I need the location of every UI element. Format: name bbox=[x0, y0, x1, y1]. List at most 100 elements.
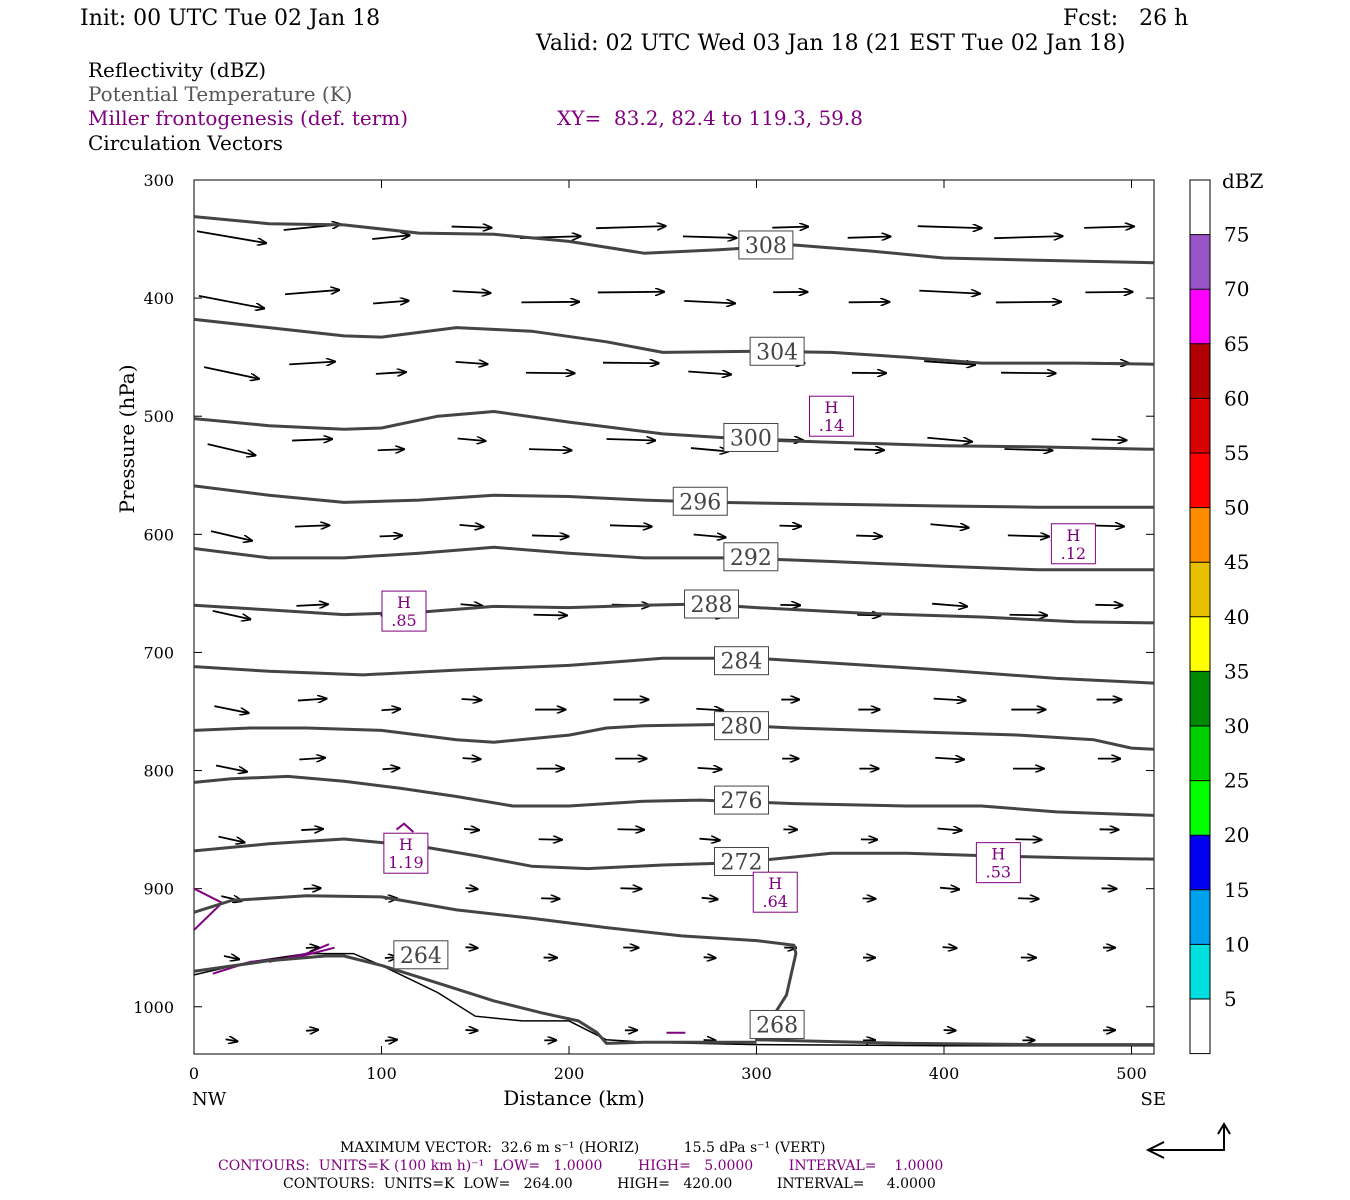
isentrope-label: 264 bbox=[400, 944, 442, 969]
circulation-vector bbox=[856, 536, 882, 537]
circulation-vector bbox=[225, 1039, 238, 1041]
circulation-vector bbox=[596, 226, 666, 228]
circulation-vector bbox=[779, 526, 801, 527]
isentrope-label-box bbox=[684, 589, 739, 619]
colorbar-level-label: 65 bbox=[1224, 332, 1249, 356]
isentrope-label: 292 bbox=[730, 546, 772, 571]
field-potential-temperature: Potential Temperature (K) bbox=[88, 82, 353, 106]
circulation-vector bbox=[688, 371, 731, 374]
circulation-vector bbox=[455, 362, 488, 364]
circulation-vector bbox=[294, 525, 329, 526]
colorbar-segment bbox=[1190, 616, 1210, 672]
circulation-vector bbox=[935, 758, 964, 760]
isentrope-label-box bbox=[738, 230, 794, 260]
frontogenesis-max-value: .53 bbox=[986, 863, 1011, 882]
circulation-vector bbox=[306, 1030, 318, 1031]
frontogenesis-max-box bbox=[383, 832, 429, 874]
isentrope-label-box bbox=[723, 422, 779, 452]
circulation-vector bbox=[924, 361, 975, 365]
circulation-vector bbox=[1001, 373, 1056, 374]
circulation-vector bbox=[697, 768, 722, 769]
circulation-vector bbox=[452, 291, 491, 293]
circulation-vector bbox=[212, 610, 251, 619]
isentrope-label: 268 bbox=[756, 1013, 798, 1038]
colorbar-segment bbox=[1190, 289, 1210, 344]
frontogenesis-contour bbox=[395, 822, 415, 833]
circulation-vector bbox=[465, 888, 478, 889]
colorbar-level-label: 55 bbox=[1224, 441, 1249, 465]
colorbar-segment bbox=[1190, 726, 1210, 781]
colorbar-segment bbox=[1190, 507, 1210, 563]
isentrope-label: 280 bbox=[721, 715, 763, 740]
isentrope-line-280 bbox=[194, 723, 1154, 751]
circulation-vector bbox=[541, 898, 559, 899]
circulation-vector bbox=[693, 535, 726, 538]
circulation-vector bbox=[684, 301, 735, 304]
colorbar-level-label: 30 bbox=[1224, 714, 1249, 738]
y-tick-label: 1000 bbox=[133, 998, 174, 1017]
circulation-vector bbox=[462, 758, 481, 759]
isentrope-label-box bbox=[714, 846, 769, 876]
plot-frame bbox=[193, 179, 1155, 1055]
circulation-vector bbox=[603, 363, 659, 364]
isentrope-label: 308 bbox=[745, 234, 787, 259]
init-time: Init: 00 UTC Tue 02 Jan 18 bbox=[80, 6, 381, 31]
x-tick-label: 400 bbox=[929, 1064, 960, 1083]
isentrope-line-292 bbox=[194, 545, 1154, 572]
circulation-vector bbox=[701, 898, 718, 899]
circulation-vector bbox=[606, 439, 656, 440]
frontogenesis-max-marker: H bbox=[1066, 526, 1080, 545]
circulation-vector bbox=[847, 237, 891, 238]
circulation-vector bbox=[1084, 226, 1134, 227]
y-tick-label: 700 bbox=[143, 643, 174, 662]
circulation-vector bbox=[854, 449, 884, 450]
circulation-vector bbox=[682, 236, 736, 238]
colorbar-level-label: 45 bbox=[1224, 550, 1249, 574]
circulation-vector bbox=[690, 448, 728, 451]
y-tick-label: 500 bbox=[143, 407, 174, 426]
colorbar-segment bbox=[1190, 889, 1210, 945]
circulation-vector bbox=[1091, 439, 1127, 440]
circulation-vector bbox=[994, 236, 1062, 238]
forecast-hour: Fcst: 26 h bbox=[1063, 6, 1189, 31]
colorbar-level-label: 5 bbox=[1224, 987, 1237, 1011]
circulation-vector bbox=[597, 292, 664, 293]
circulation-vector bbox=[384, 1040, 397, 1041]
colorbar-segment bbox=[1190, 671, 1210, 726]
circulation-vector bbox=[620, 888, 641, 889]
isentrope-label-box bbox=[714, 785, 769, 815]
circulation-vector bbox=[210, 530, 252, 541]
frontogenesis-max-marker: H bbox=[991, 845, 1005, 864]
circulation-vector bbox=[930, 524, 969, 527]
circulation-vector bbox=[382, 768, 399, 769]
field-reflectivity: Reflectivity (dBZ) bbox=[88, 58, 267, 82]
x-tick-label: 500 bbox=[1116, 1064, 1147, 1083]
isentrope-label-box bbox=[393, 940, 449, 970]
circulation-vector bbox=[1007, 535, 1049, 536]
circulation-vector bbox=[289, 362, 335, 365]
circulation-vector bbox=[196, 230, 266, 243]
circulation-vector bbox=[1004, 449, 1052, 450]
isentrope-label: 284 bbox=[721, 650, 763, 675]
y-tick-label: 600 bbox=[143, 525, 174, 544]
colorbar-level-label: 15 bbox=[1224, 878, 1249, 902]
isentrope-line-276 bbox=[194, 774, 1154, 817]
isentrope-line-272 bbox=[194, 837, 1154, 871]
frontogenesis-max-marker: H bbox=[399, 835, 413, 854]
isentrope-label: 304 bbox=[756, 340, 798, 365]
circulation-vector bbox=[301, 829, 323, 830]
circulation-vector bbox=[377, 449, 404, 450]
circulation-vector bbox=[1009, 615, 1048, 616]
circulation-vector bbox=[609, 525, 652, 526]
field-circulation-vectors: Circulation Vectors bbox=[88, 131, 283, 155]
isentrope-line-288 bbox=[194, 602, 1154, 625]
isentrope-line-268 bbox=[194, 894, 1154, 1047]
circulation-vector bbox=[451, 227, 492, 228]
colorbar-level-label: 70 bbox=[1224, 277, 1249, 301]
circulation-vector bbox=[203, 366, 259, 379]
colorbar-segment bbox=[1190, 835, 1210, 890]
circulation-vector bbox=[942, 947, 957, 948]
circulation-vector bbox=[940, 888, 959, 890]
circulation-vector bbox=[617, 829, 644, 830]
